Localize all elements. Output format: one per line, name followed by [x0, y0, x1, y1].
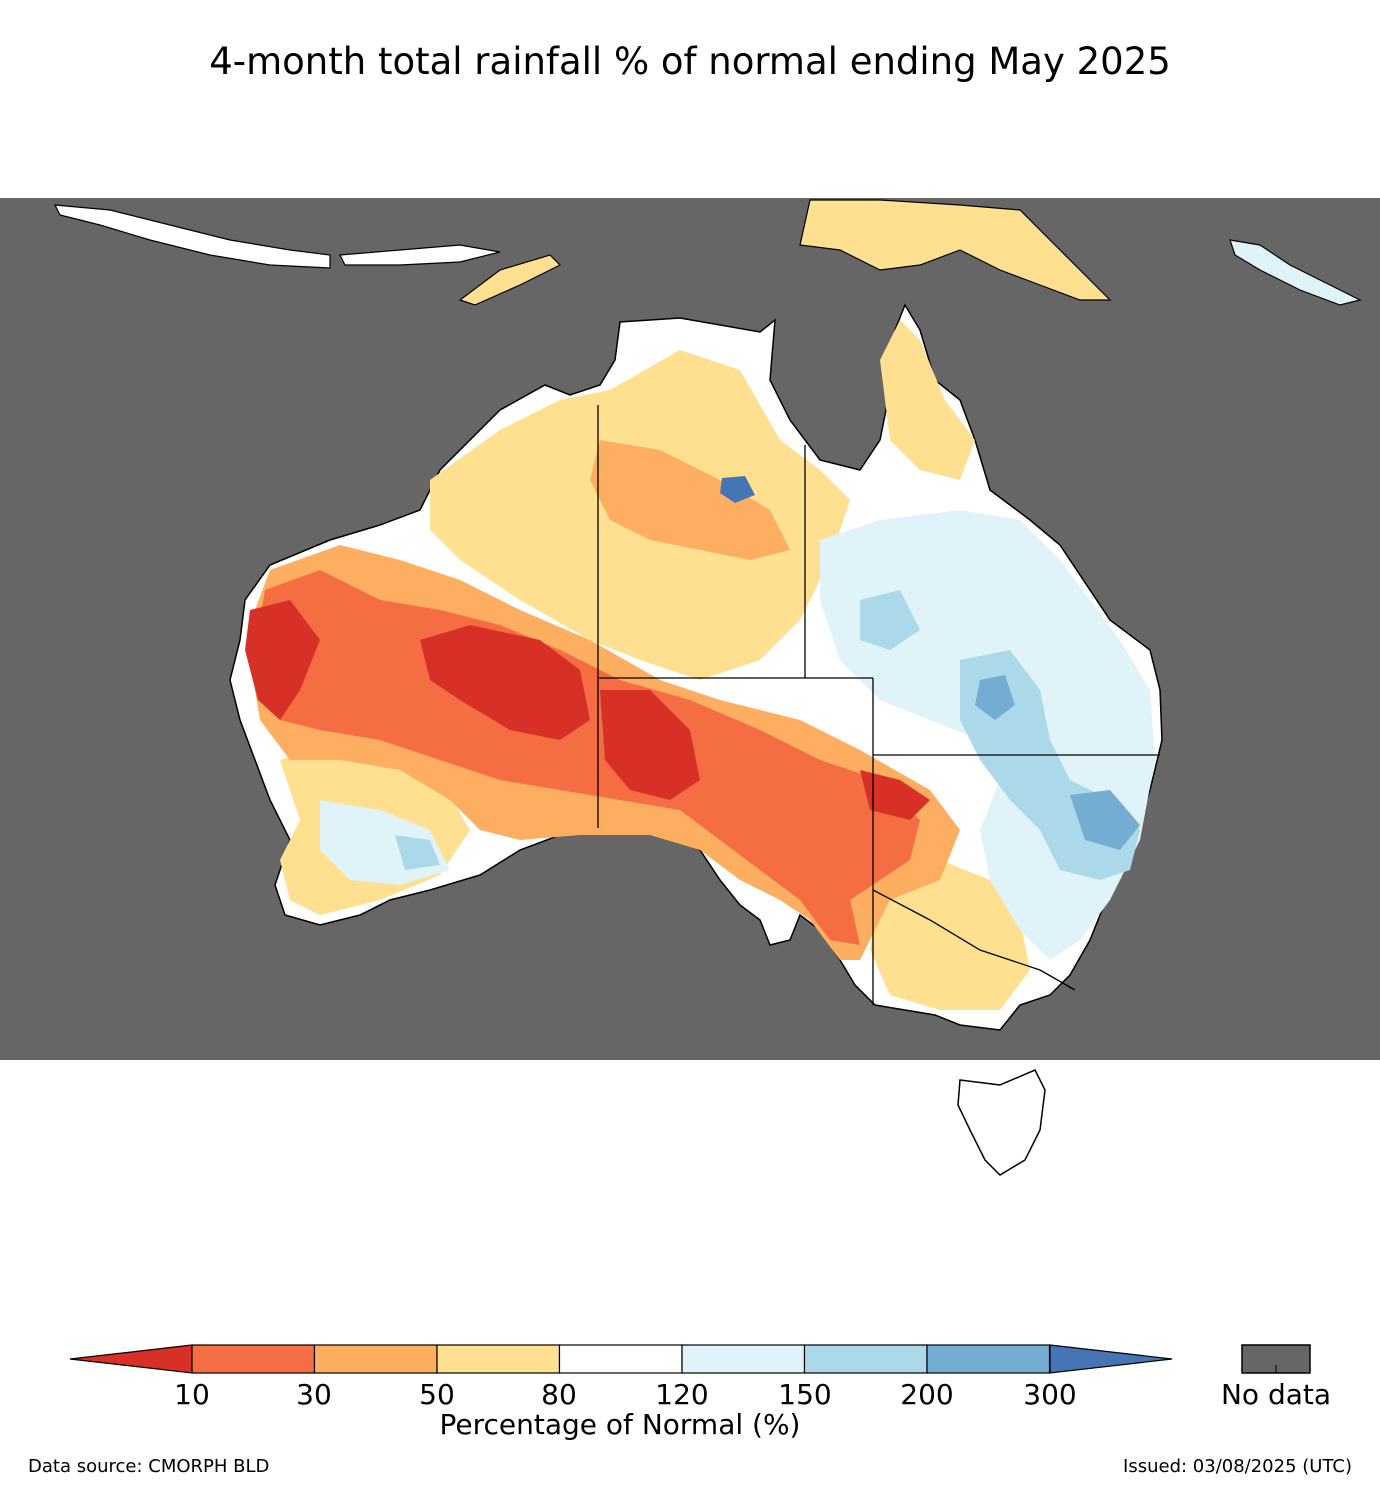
colorbar-bin-30-50 [313, 1344, 438, 1374]
colorbar-tick-label: 50 [419, 1378, 455, 1411]
colorbar-tick-label: 300 [1023, 1378, 1077, 1411]
colorbar-high-extend [1049, 1344, 1173, 1374]
zone-below-10-central [420, 625, 590, 740]
zone-below-10-sa2 [860, 770, 930, 820]
colorbar-title: Percentage of Normal (%) [439, 1408, 801, 1441]
state-borders [597, 405, 1160, 1005]
island-solomons [1229, 239, 1362, 306]
zone-200-300-nsw [1070, 790, 1140, 850]
no-data-label: No data [1220, 1378, 1332, 1411]
island-java [53, 204, 331, 269]
zone-above-300 [720, 476, 755, 503]
colorbar-low-extend [69, 1344, 193, 1374]
colorbar-bin-50-80 [436, 1344, 561, 1374]
colorbar-tick-label: 10 [174, 1378, 210, 1411]
colorbar-tick-label: 30 [296, 1378, 332, 1411]
northern-islands [53, 199, 1362, 306]
zone-150-200-north [860, 590, 920, 650]
zone-30-50-north [590, 440, 790, 560]
colorbar-tick-label: 80 [541, 1378, 577, 1411]
data-source-text: Data source: CMORPH BLD [28, 1456, 270, 1477]
issued-date-text: Issued: 03/08/2025 (UTC) [1123, 1456, 1352, 1477]
zone-50-80-se [870, 860, 1030, 1010]
colorbar-bin-120-150 [681, 1344, 806, 1374]
island-new-guinea [799, 199, 1112, 301]
island-lesser-sunda [339, 244, 501, 266]
zone-10-30 [258, 570, 920, 945]
zone-50-80-east [880, 320, 975, 480]
colorbar-bin-150-200 [803, 1344, 928, 1374]
map-title: 4-month total rainfall % of normal endin… [209, 40, 1171, 83]
colorbar [69, 1344, 1173, 1374]
island-timor [458, 254, 562, 306]
colorbar-bin-10-30 [191, 1344, 316, 1374]
colorbar-tick-label: 200 [900, 1378, 954, 1411]
zone-150-200-sw [395, 835, 440, 870]
colorbar-bin-200-300 [926, 1344, 1051, 1374]
colorbar-tick-label: 120 [655, 1378, 709, 1411]
zone-200-300 [975, 675, 1015, 720]
colorbar-tick-label: 150 [778, 1378, 832, 1411]
colorbar-bin-80-120 [558, 1344, 683, 1374]
tasmania [957, 1069, 1046, 1176]
zone-below-10-sa [600, 690, 700, 800]
zone-below-10-west [245, 600, 320, 720]
